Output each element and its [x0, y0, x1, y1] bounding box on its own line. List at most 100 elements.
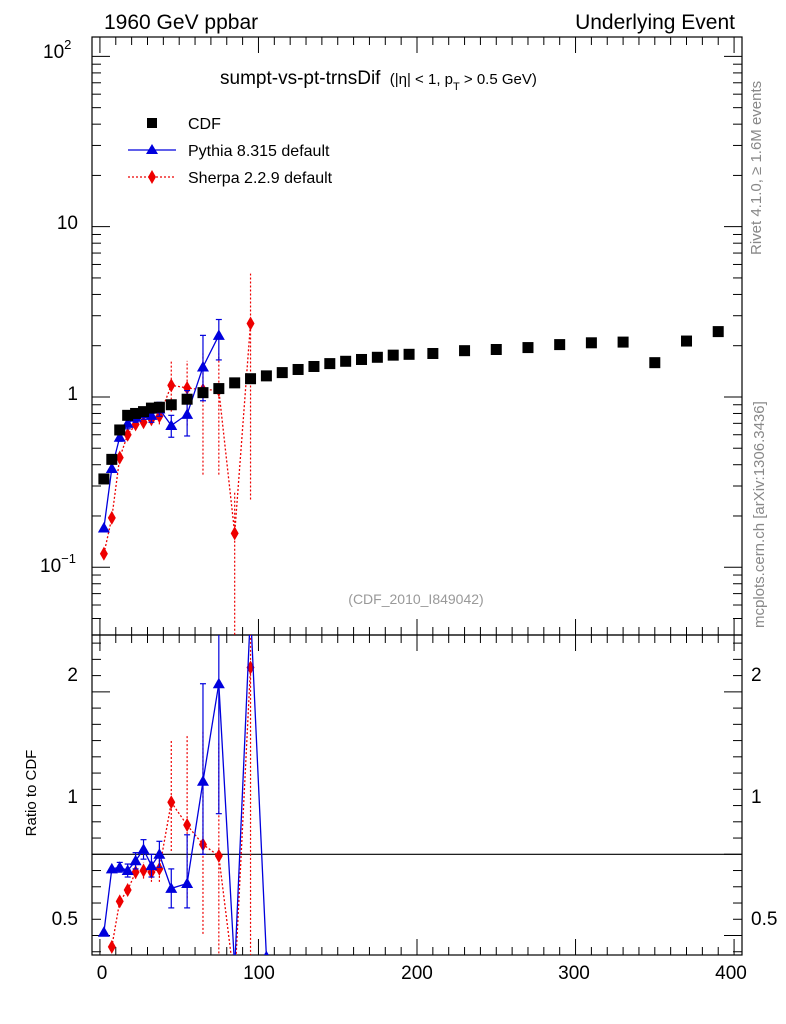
y-tick-label-1: 1	[67, 384, 78, 405]
data-point-pythia	[121, 864, 134, 876]
y-tick-100-base: 10	[43, 42, 64, 63]
data-point-cdf	[260, 370, 272, 382]
x-tick-label-0: 0	[97, 963, 108, 984]
data-point-cdf	[324, 358, 336, 370]
data-point-sherpa	[107, 510, 116, 525]
legend-label-sherpa: Sherpa 2.2.9 default	[188, 170, 333, 187]
main-series-layer	[97, 273, 724, 635]
legend-marker-sherpa	[148, 170, 156, 184]
ratio-tick-label-0.5: 0.5	[52, 909, 78, 930]
data-point-sherpa	[155, 861, 164, 876]
data-point-sherpa	[214, 848, 223, 863]
data-point-cdf	[197, 387, 209, 399]
ratio-sherpa-line	[111, 667, 252, 955]
legend: CDF Pythia 8.315 default Sherpa 2.2.9 de…	[128, 116, 333, 187]
data-point-cdf	[229, 377, 241, 389]
ratio-tick-label-1: 1	[67, 787, 78, 808]
legend-marker-cdf	[147, 118, 157, 128]
data-point-pythia	[263, 950, 269, 955]
legend-label-pythia: Pythia 8.315 default	[188, 143, 330, 160]
data-point-sherpa	[167, 378, 176, 393]
data-point-sherpa	[246, 316, 255, 331]
ratio-plot-frame	[91, 634, 743, 956]
sherpa-line	[103, 323, 252, 554]
main-y-tick-labels: 10−1 1 10 102	[40, 37, 78, 577]
data-point-cdf	[371, 351, 383, 363]
header-process: Underlying Event	[575, 11, 735, 34]
data-point-cdf	[98, 473, 110, 485]
data-point-cdf	[308, 360, 320, 372]
y-tick-0.1-exp: −1	[61, 551, 76, 566]
data-point-pythia	[97, 521, 110, 533]
data-point-sherpa	[167, 795, 176, 810]
data-point-cdf	[130, 407, 142, 419]
data-point-pythia	[145, 859, 158, 871]
data-point-pythia	[153, 848, 166, 859]
y-tick-label-100: 102	[43, 37, 71, 63]
x-tick-label-300: 300	[558, 963, 590, 984]
data-point-pythia	[196, 775, 209, 786]
data-point-sherpa	[115, 450, 124, 465]
ratio-series-layer	[92, 605, 742, 955]
x-tick-labels: 0 100 200 300 400	[97, 963, 747, 984]
data-point-pythia	[165, 882, 178, 893]
ratio-axis-label: Ratio to CDF	[23, 750, 40, 837]
y-tick-label-10: 10	[57, 213, 78, 234]
data-point-cdf	[114, 424, 126, 436]
data-point-cdf	[181, 393, 193, 405]
plot-title-sub: T	[453, 81, 460, 93]
data-point-cdf	[153, 401, 165, 413]
data-point-sherpa	[123, 883, 132, 898]
data-point-cdf	[554, 339, 566, 351]
data-point-pythia	[212, 677, 225, 689]
data-point-cdf	[145, 402, 157, 414]
x-tick-label-200: 200	[401, 963, 433, 984]
data-point-pythia	[113, 861, 126, 872]
data-point-sherpa	[107, 939, 116, 954]
legend-marker-pythia	[146, 144, 158, 154]
x-tick-label-400: 400	[715, 963, 747, 984]
data-point-cdf	[490, 343, 502, 355]
data-point-cdf	[213, 383, 225, 395]
ratio-tick-label-1-right: 1	[751, 787, 762, 808]
ratio-tick-label-0.5-right: 0.5	[751, 909, 777, 930]
data-point-pythia	[165, 419, 178, 430]
ratio-pythia-line	[103, 635, 267, 955]
plot-title-cut-tail: > 0.5 GeV)	[460, 71, 537, 88]
data-point-cdf	[427, 347, 439, 359]
plot-title: sumpt-vs-pt-trnsDif (|η| < 1, pT > 0.5 G…	[220, 68, 537, 93]
data-point-cdf	[106, 453, 118, 465]
data-point-sherpa	[230, 526, 239, 541]
data-point-cdf	[585, 337, 597, 349]
data-point-cdf	[276, 367, 288, 379]
data-point-pythia	[212, 329, 225, 340]
plot-title-cut: (|η| < 1, p	[390, 71, 453, 88]
data-point-pythia	[245, 605, 257, 616]
data-point-cdf	[292, 363, 304, 375]
y-tick-100-exp: 2	[64, 37, 71, 52]
data-point-cdf	[649, 357, 661, 369]
data-point-sherpa	[183, 818, 192, 833]
data-point-pythia	[181, 877, 194, 889]
data-point-cdf	[387, 349, 399, 361]
analysis-watermark: (CDF_2010_I849042)	[348, 591, 483, 607]
data-point-cdf	[459, 345, 471, 357]
data-point-cdf	[617, 336, 629, 348]
data-point-pythia	[181, 408, 194, 419]
data-point-cdf	[681, 335, 693, 347]
data-point-cdf	[165, 399, 177, 411]
header-energy: 1960 GeV ppbar	[104, 11, 258, 34]
data-point-sherpa	[183, 380, 192, 395]
y-tick-0.1-base: 10	[40, 556, 61, 577]
source-label: mcplots.cern.ch [arXiv:1306.3436]	[751, 401, 768, 628]
ratio-y-tick-labels: 2 1 0.5 2 1 0.5	[52, 665, 778, 930]
data-point-cdf	[340, 355, 352, 367]
x-tick-label-100: 100	[243, 963, 275, 984]
data-point-pythia	[129, 854, 142, 866]
data-point-cdf	[122, 409, 134, 421]
data-point-cdf	[712, 326, 724, 338]
data-point-cdf	[522, 342, 534, 354]
data-point-sherpa	[99, 546, 108, 561]
ratio-tick-label-2-right: 2	[751, 665, 762, 686]
